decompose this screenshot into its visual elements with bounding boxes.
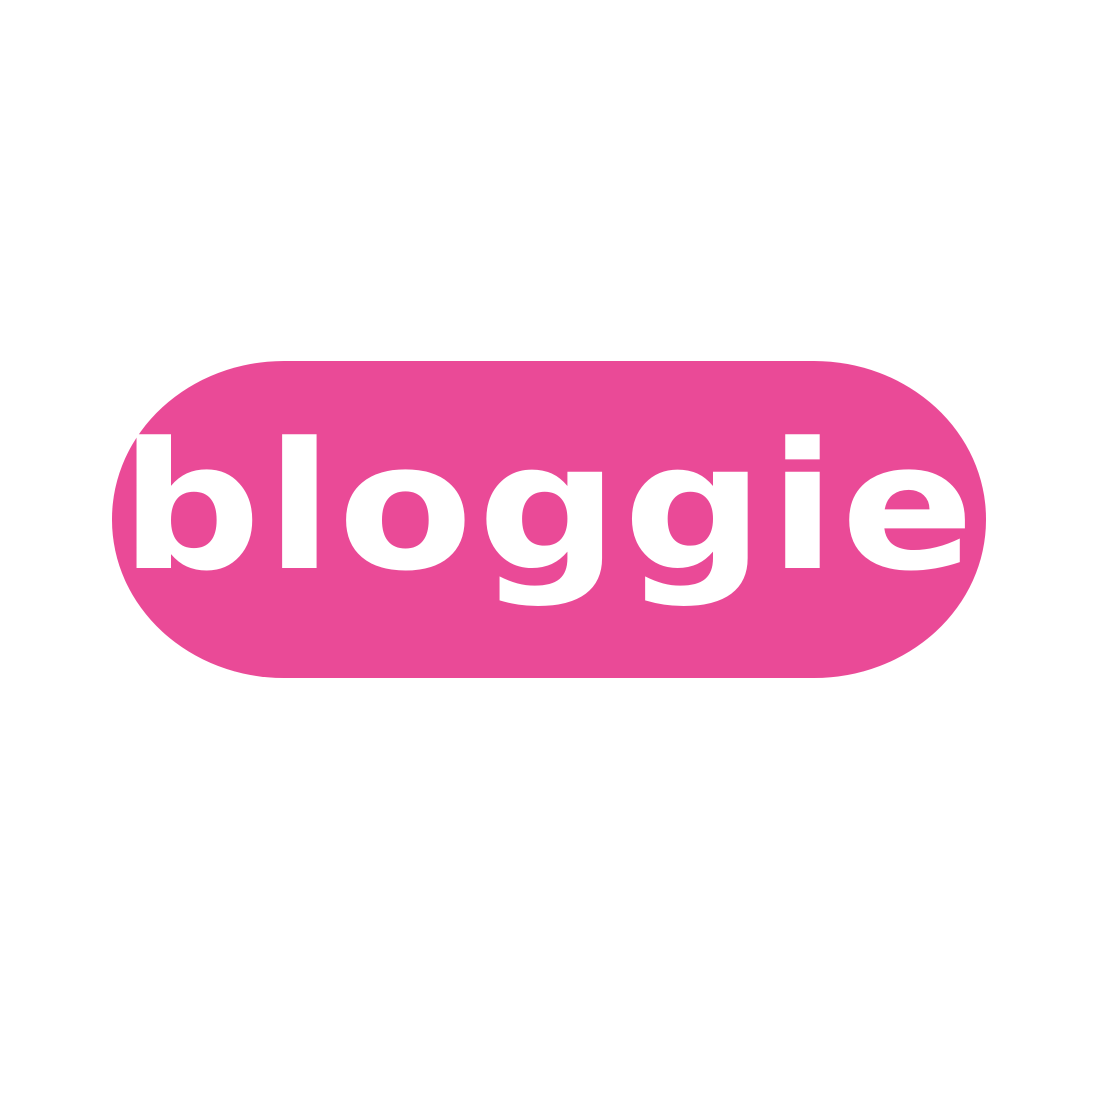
logo-pill: bloggie [112, 361, 986, 678]
logo-wordmark: bloggie [119, 404, 979, 610]
